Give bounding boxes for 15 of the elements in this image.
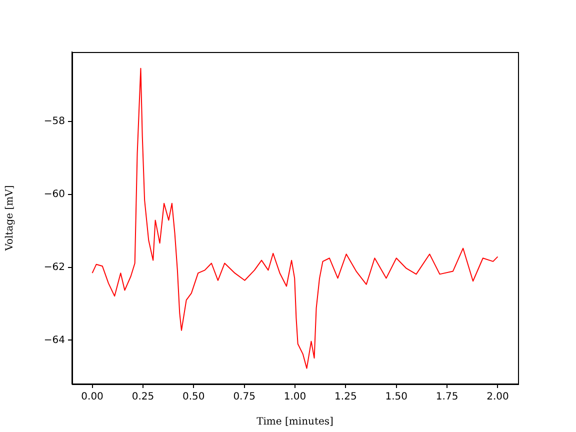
- x-tick-label: 0.75: [233, 392, 256, 403]
- x-tick-label: 0.50: [182, 392, 205, 403]
- x-tick-label: 0.00: [81, 392, 104, 403]
- x-tick-label: 1.25: [334, 392, 357, 403]
- y-tick-label: −60: [44, 188, 65, 200]
- x-tick-label: 1.75: [436, 392, 458, 403]
- x-tick-label: 1.50: [385, 392, 408, 403]
- y-tick-label: −58: [44, 116, 65, 127]
- y-axis-title: Voltage [mV]: [4, 185, 16, 252]
- x-tick-label: 1.00: [284, 392, 306, 403]
- x-tick-label: 0.25: [132, 392, 154, 403]
- y-tick-label: −62: [44, 262, 65, 273]
- x-tick-label: 2.00: [486, 392, 509, 403]
- x-axis-title: Time [minutes]: [256, 416, 334, 428]
- y-tick-label: −64: [44, 334, 65, 346]
